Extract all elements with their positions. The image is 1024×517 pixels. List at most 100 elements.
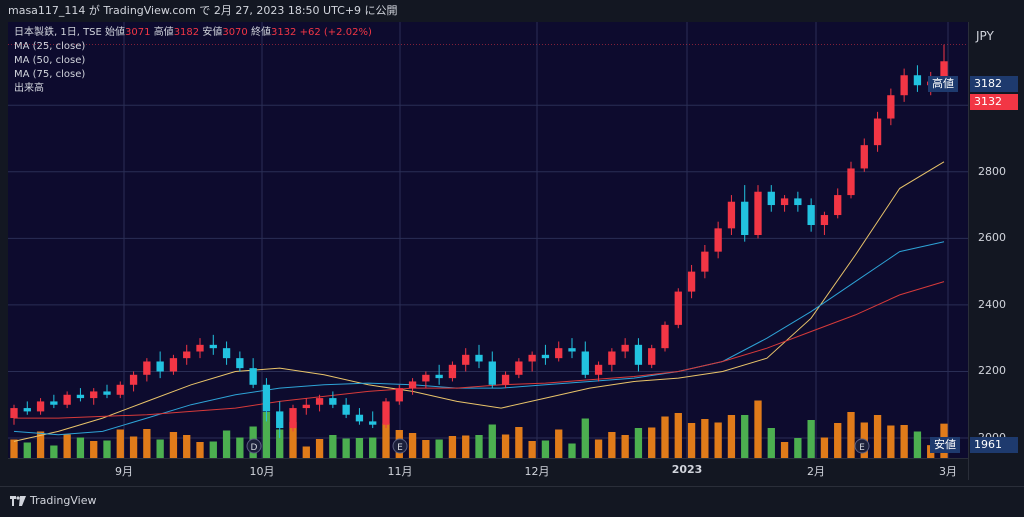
volume-bar xyxy=(594,439,603,458)
candle-body xyxy=(222,348,231,359)
legend-ma50[interactable]: MA (50, close) xyxy=(14,55,86,66)
volume-bar xyxy=(342,438,350,458)
y-tick-label: 2400 xyxy=(978,297,1006,311)
legend-volume[interactable]: 出来高 xyxy=(14,83,44,94)
high-badge-value: 3182 xyxy=(970,76,1018,92)
volume-bar xyxy=(262,412,271,458)
volume-bar xyxy=(528,441,536,458)
candle-body xyxy=(661,324,669,349)
candle-body xyxy=(820,215,829,226)
x-tick-label: 3月 xyxy=(939,465,957,478)
published-header: masa117_114 が TradingView.com で 2月 27, 2… xyxy=(0,0,1024,22)
volume-bar xyxy=(382,423,390,458)
candle-body xyxy=(315,398,324,405)
legend-ohlc: 日本製鉄, 1日, TSE 始値3071 高値3182 安値3070 終値313… xyxy=(14,26,372,40)
candle-body xyxy=(329,398,337,405)
volume-bar xyxy=(90,441,98,458)
candle-body xyxy=(355,414,364,422)
candle-body xyxy=(369,421,377,425)
legend-symbol: 日本製鉄, 1日, TSE xyxy=(14,27,102,38)
volume-bar xyxy=(674,413,682,458)
ma-line-2 xyxy=(13,241,945,436)
candle-body xyxy=(23,408,31,412)
legend-high-value: 3182 xyxy=(173,27,200,38)
candle-body xyxy=(807,205,815,226)
high-badge-label: 高値 xyxy=(928,76,958,92)
published-line: masa117_114 が TradingView.com で 2月 27, 2… xyxy=(8,4,398,17)
volume-bar xyxy=(63,434,71,458)
legend-ma75[interactable]: MA (75, close) xyxy=(14,69,86,80)
legend-high-label: 高値 xyxy=(153,27,174,38)
candle-body xyxy=(50,401,58,405)
volume-bar xyxy=(50,445,58,458)
legend-low-value: 3070 xyxy=(222,27,248,38)
time-axis[interactable] xyxy=(8,458,968,481)
volume-bar xyxy=(515,427,523,458)
low-badge-value: 1961 xyxy=(970,437,1018,453)
candle-body xyxy=(462,354,470,365)
currency-label: JPY xyxy=(976,29,994,43)
candle-body xyxy=(581,351,589,375)
volume-bar xyxy=(900,425,908,458)
volume-bar xyxy=(355,438,364,458)
volume-bar xyxy=(714,422,722,458)
candle-body xyxy=(395,388,403,402)
volume-bar xyxy=(315,439,324,458)
legend-open-label: 始値 xyxy=(105,27,126,38)
ma-line-1 xyxy=(13,161,945,442)
volume-bar xyxy=(289,422,297,458)
candle-body xyxy=(435,374,443,379)
candle-body xyxy=(913,75,922,86)
candle-body xyxy=(289,408,297,429)
candle-body xyxy=(674,291,682,325)
candle-body xyxy=(794,198,802,206)
candle-body xyxy=(568,348,576,352)
candle-body xyxy=(63,394,71,405)
volume-bar xyxy=(648,427,656,458)
candle-body xyxy=(209,344,217,349)
candle-body xyxy=(10,408,18,419)
volume-bar xyxy=(222,430,231,458)
event-marker-label: D xyxy=(251,443,258,453)
volume-bar xyxy=(780,442,789,458)
candle-body xyxy=(555,348,563,359)
candle-body xyxy=(501,374,510,385)
legend-ma25[interactable]: MA (25, close) xyxy=(14,41,86,52)
candle-body xyxy=(900,75,908,96)
candle-body xyxy=(422,374,430,382)
volume-bar xyxy=(701,419,709,458)
candle-body xyxy=(741,201,749,236)
candle-body xyxy=(76,394,85,399)
volume-bar xyxy=(169,432,178,458)
x-tick-label: 9月 xyxy=(115,465,133,478)
candle-body xyxy=(236,358,244,369)
candle-body xyxy=(196,344,204,352)
volume-bar xyxy=(129,436,138,458)
volume-bar xyxy=(462,435,470,458)
x-tick-label: 12月 xyxy=(524,465,550,478)
volume-bar xyxy=(727,415,736,458)
volume-bar xyxy=(475,435,483,458)
candle-body xyxy=(940,61,948,82)
volume-bar xyxy=(143,429,151,458)
candle-body xyxy=(860,145,868,169)
candle-body xyxy=(621,344,629,352)
volume-bar xyxy=(183,435,191,458)
candle-body xyxy=(183,351,191,359)
volume-bar xyxy=(807,420,815,458)
candle-body xyxy=(873,118,882,146)
candle-body xyxy=(249,368,257,385)
candle-body xyxy=(648,348,656,365)
candle-body xyxy=(847,168,855,196)
low-badge-label: 安値 xyxy=(930,437,960,453)
ma-line-3 xyxy=(14,281,945,419)
event-marker-icon xyxy=(854,438,870,454)
x-tick-label: 10月 xyxy=(249,465,275,478)
y-tick-label: 2600 xyxy=(978,231,1006,245)
brand[interactable]: TradingView xyxy=(10,494,96,507)
volume-bar xyxy=(103,440,111,458)
volume-bar xyxy=(687,423,696,458)
candle-body xyxy=(687,271,696,292)
chart-legend: 日本製鉄, 1日, TSE 始値3071 高値3182 安値3070 終値313… xyxy=(14,26,372,96)
